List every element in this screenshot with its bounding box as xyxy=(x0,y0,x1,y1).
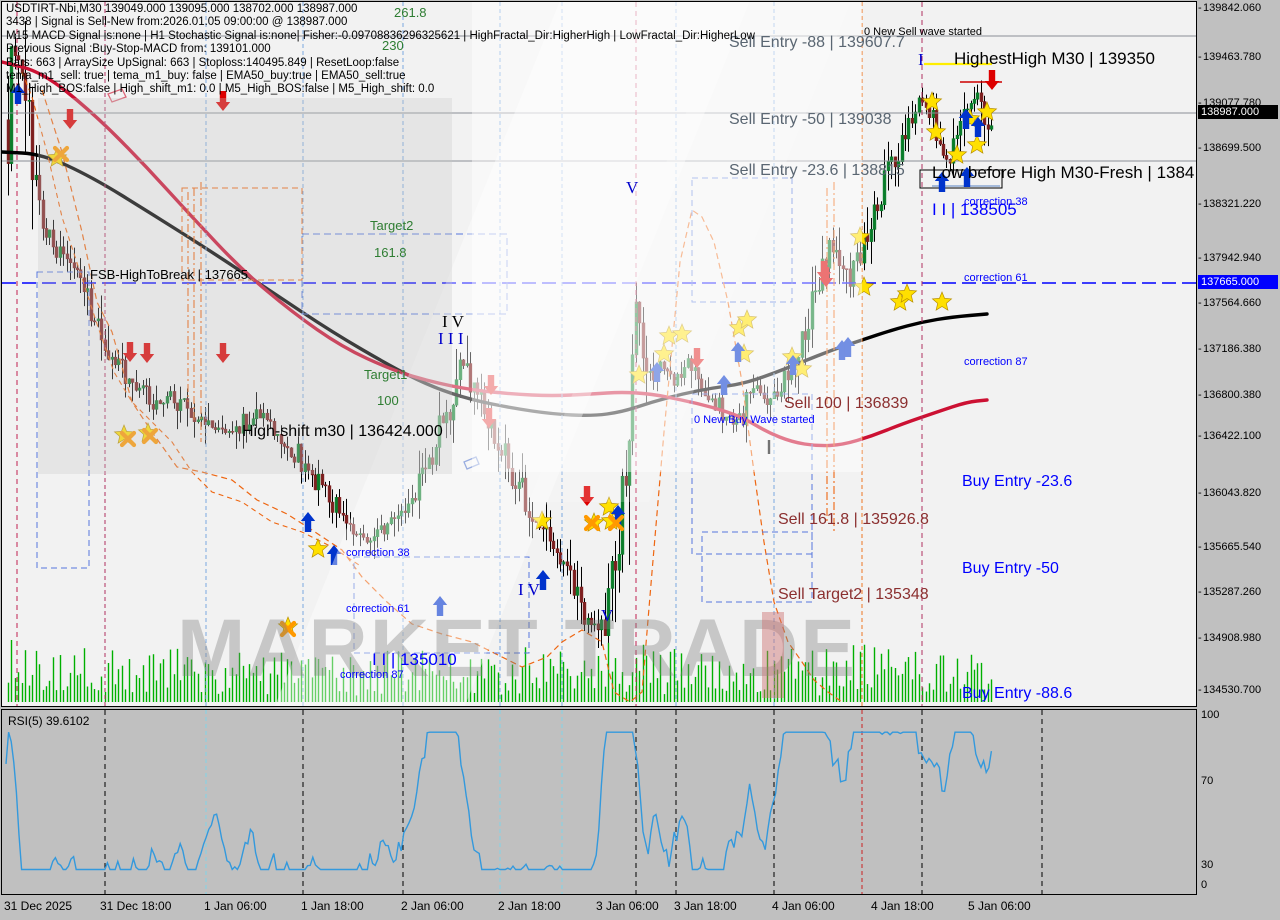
price-tick: -139463.780 xyxy=(1198,51,1262,63)
rsi-canvas xyxy=(5,710,1043,894)
chart-label-target2-name: Target2 xyxy=(370,218,414,233)
price-tick: -134908.980 xyxy=(1198,632,1262,644)
wave-marker-wave-i-1: I xyxy=(918,50,924,69)
price-tick: -134530.700 xyxy=(1198,684,1262,696)
chart-label-buy-entry-236: Buy Entry -23.6 xyxy=(962,473,1073,490)
time-axis[interactable]: 31 Dec 2025 31 Dec 18:00 1 Jan 06:00 1 Jan … xyxy=(0,896,1280,920)
time-label: 3 Jan 06:00 xyxy=(596,899,659,913)
price-highlight[interactable]: 138987.000 xyxy=(1198,105,1278,119)
chart-label-val-2618: 261.8 xyxy=(394,5,427,20)
rsi-tick: 100 xyxy=(1201,709,1220,721)
chart-label-sell-target2: Sell Target2 | 135348 xyxy=(778,586,929,603)
overlay-box xyxy=(472,2,862,472)
chart-label-fsb-high-break: FSB-HighToBreak | 137665 xyxy=(90,267,249,282)
price-tick: -136043.820 xyxy=(1198,487,1262,499)
rsi-tick: 0 xyxy=(1201,879,1208,891)
time-label: 2 Jan 18:00 xyxy=(498,899,561,913)
price-tick: -137186.380 xyxy=(1198,343,1262,355)
chart-label-low-before-high: Low before High M30-Fresh | 1384 xyxy=(932,163,1195,182)
time-label: 4 Jan 06:00 xyxy=(772,899,835,913)
rsi-tick: 70 xyxy=(1201,775,1214,787)
chart-label-high-shift-m30: High-shift m30 | 136424.000 xyxy=(242,423,443,440)
price-tick: -136422.100 xyxy=(1198,430,1262,442)
chart-label-correction-61-r: correction 61 xyxy=(964,272,1028,284)
rsi-indicator-pane[interactable]: RSI(5) 39.6102 xyxy=(1,709,1197,895)
chart-label-correction-38-r: correction 38 xyxy=(964,196,1028,208)
wave-marker-wave-v-1: V xyxy=(626,178,639,197)
time-label: 1 Jan 18:00 xyxy=(301,899,364,913)
price-tick: -138699.500 xyxy=(1198,142,1262,154)
chart-label-sell-100: Sell 100 | 136839 xyxy=(784,395,909,412)
chart-label-target2-value: 161.8 xyxy=(374,245,407,260)
wave-marker-wave-iv-1: I V xyxy=(442,312,464,331)
rsi-tick: 30 xyxy=(1201,859,1214,871)
wave-marker-wave-v-2: V xyxy=(601,606,614,625)
chart-label-highest-high: HighestHigh M30 | 139350 xyxy=(954,49,1155,68)
wave-marker-wave-iv-2: I V xyxy=(518,580,540,599)
price-chart-canvas xyxy=(2,2,1196,706)
chart-label-target1-name: Target1 xyxy=(364,367,408,382)
time-label: 3 Jan 18:00 xyxy=(674,899,737,913)
price-tick: -137942.940 xyxy=(1198,252,1262,264)
chart-label-sell-1618: Sell 161.8 | 135926.8 xyxy=(778,511,929,528)
chart-label-buy-entry-50: Buy Entry -50 xyxy=(962,560,1059,577)
chart-label-sell-entry-236: Sell Entry -23.6 | 138815 xyxy=(729,162,905,179)
chart-label-correction-87-r: correction 87 xyxy=(964,356,1028,368)
time-label: 1 Jan 06:00 xyxy=(204,899,267,913)
price-tick: -137564.660 xyxy=(1198,297,1262,309)
time-label: 31 Dec 18:00 xyxy=(100,899,172,913)
time-label: 2 Jan 06:00 xyxy=(401,899,464,913)
chart-label-wave-iii-138505: I I | 138505 xyxy=(932,200,1017,219)
chart-label-wave-iii-135010: I I | 135010 xyxy=(372,650,457,669)
price-tick: -136800.380 xyxy=(1198,389,1262,401)
price-chart-pane[interactable]: MARKET TRADE Target2 161.8 Target1 100 230 26… xyxy=(1,1,1197,707)
price-tick: -135287.260 xyxy=(1198,586,1262,598)
time-label: 31 Dec 2025 xyxy=(4,899,73,913)
watermark-bar xyxy=(762,612,784,698)
wave-marker-wave-iii-1: I I I xyxy=(438,329,464,348)
chart-label-buy-entry-886: Buy Entry -88.6 xyxy=(962,685,1073,702)
rsi-label: RSI(5) 39.6102 xyxy=(8,714,90,728)
chart-label-correction-38-l: correction 38 xyxy=(346,547,410,559)
overlay-box xyxy=(38,98,452,474)
chart-label-sell-entry-50: Sell Entry -50 | 139038 xyxy=(729,111,892,128)
price-scale[interactable]: -139842.060 -139463.780 -139077.780 -138699… xyxy=(1198,1,1280,895)
price-tick: -135665.540 xyxy=(1198,541,1262,553)
chart-label-sell-entry-88: Sell Entry -88 | 139607.7 xyxy=(729,34,905,51)
chart-label-correction-61-l: correction 61 xyxy=(346,603,410,615)
price-tick: -139842.060 xyxy=(1198,2,1262,14)
price-highlight[interactable]: 137665.000 xyxy=(1198,275,1278,289)
price-tick: -138321.220 xyxy=(1198,198,1262,210)
watermark-text: MARKET TRADE xyxy=(177,603,857,694)
time-label: 4 Jan 18:00 xyxy=(871,899,934,913)
chart-label-new-sell-wave: 0 New Sell wave started xyxy=(864,26,982,38)
chart-label-new-buy-wave: 0 New Buy Wave started xyxy=(694,414,815,426)
chart-label-val-230: 230 xyxy=(382,38,404,53)
chart-label-correction-87-l: correction 87 xyxy=(340,669,404,681)
time-label: 5 Jan 06:00 xyxy=(968,899,1031,913)
chart-label-target1-value: 100 xyxy=(377,393,399,408)
